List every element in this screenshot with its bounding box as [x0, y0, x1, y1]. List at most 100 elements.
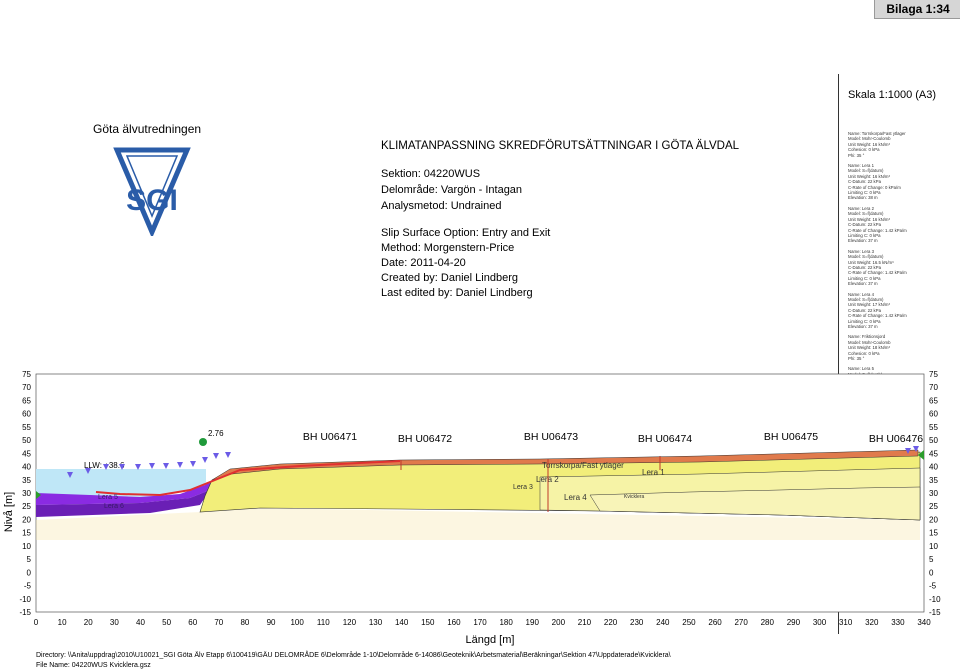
layer-label-lera4: Lera 4: [564, 493, 587, 502]
y-tick-label: -5: [929, 582, 937, 591]
x-tick-label: 280: [761, 618, 775, 627]
layer-label-lera1: Lera 1: [642, 468, 665, 477]
y-tick-label: 30: [22, 489, 31, 498]
directory-path: Directory: \\Anita\uppdrag\2010\U10021_S…: [36, 652, 671, 659]
material-line: Limiting C: 0 kPa: [848, 190, 881, 196]
created-by-label: Created by: Daniel Lindberg: [381, 272, 518, 284]
y-tick-label: 15: [22, 529, 31, 538]
y-tick-label: 50: [22, 436, 31, 445]
x-tick-label: 140: [395, 618, 409, 627]
slip-arrow: [913, 446, 919, 452]
material-line: Name: Lera 2: [848, 205, 875, 211]
material-line: Name: Lera 4: [848, 291, 875, 297]
layer-label-lera6: Lera 6: [104, 503, 124, 510]
slip-arrow: [213, 453, 219, 459]
y-tick-label: 45: [22, 449, 31, 458]
x-tick-label: 130: [369, 618, 383, 627]
x-tick-label: 10: [58, 618, 67, 627]
right-boundary-marker: [918, 450, 924, 460]
critical-slip-center: [199, 438, 207, 446]
report-title: KLIMATANPASSNING SKREDFÖRUTSÄTTNINGAR I …: [381, 140, 740, 152]
y-tick-label: 55: [22, 423, 31, 432]
material-line: C-Rate of Change: 0 kPa/m: [848, 184, 901, 190]
material-line: Phi: 35 °: [848, 356, 865, 362]
material-line: Elevation: 38 m: [848, 195, 878, 201]
material-line: Unit Weight: 18 kN/m³: [848, 345, 890, 351]
material-block: Name: Torrskorpa/Fast ytlager Model: Mohr…: [848, 131, 958, 158]
x-tick-label: 230: [630, 618, 644, 627]
y-tick-label: 0: [27, 568, 32, 577]
section-label: Sektion: 04220WUS: [381, 168, 481, 180]
material-line: C-Rate of Change: 1.42 kPa/m: [848, 270, 907, 276]
x-tick-label: 290: [787, 618, 801, 627]
y-tick-label: 20: [929, 515, 938, 524]
material-line: C-Rate of Change: 1.42 kPa/m: [848, 313, 907, 319]
material-line: Elevation: 37 m: [848, 281, 878, 287]
y-tick-label: 60: [22, 410, 31, 419]
material-line: C-Datum: 22 kPa: [848, 179, 881, 185]
borehole-label: BH U06474: [638, 433, 692, 445]
appendix-badge: Bilaga 1:34: [874, 0, 960, 19]
x-tick-label: 330: [891, 618, 905, 627]
slip-arrow: [177, 462, 183, 468]
borehole-label: BH U06475: [764, 431, 818, 443]
x-tick-label: 100: [290, 618, 304, 627]
date-label: Date: 2011-04-20: [381, 257, 466, 269]
x-tick-label: 340: [917, 618, 931, 627]
slip-option-label: Slip Surface Option: Entry and Exit: [381, 227, 551, 239]
borehole-markers: BH U06471 BH U06472 BH U06473 BH U06474 BH U…: [303, 431, 923, 512]
y-tick-label: 10: [929, 542, 938, 551]
material-line: Unit Weight: 17 kN/m³: [848, 302, 890, 308]
x-tick-label: 30: [110, 618, 119, 627]
subarea-label: Delområde: Vargön - Intagan: [381, 184, 523, 196]
y-tick-label: 10: [22, 542, 31, 551]
x-tick-label: 190: [526, 618, 540, 627]
y-tick-label: 35: [929, 476, 938, 485]
y-tick-label: -10: [19, 595, 31, 604]
factor-of-safety: 2.76: [208, 429, 224, 438]
y-tick-label: 15: [929, 529, 938, 538]
slip-arrow: [905, 448, 911, 454]
y-tick-label: 45: [929, 449, 938, 458]
sgi-logo: SGI: [113, 147, 191, 236]
x-tick-label: 310: [839, 618, 853, 627]
material-block: Name: Lera 3 Model: S=f(datum) Unit Weight…: [848, 249, 958, 287]
divider-line: [838, 74, 839, 634]
material-line: Name: Friktionsjord: [848, 334, 886, 340]
material-line: Cohesion: 0 kPa: [848, 350, 880, 356]
material-line: Elevation: 37 m: [848, 324, 878, 329]
x-tick-label: 320: [865, 618, 879, 627]
material-line: Limiting C: 0 kPa: [848, 275, 881, 281]
layer-label-lera3: Lera 3: [513, 484, 533, 491]
slip-surface: [95, 460, 401, 497]
y-tick-label: 50: [929, 436, 938, 445]
material-line: Model: Mohr-Coulomb: [848, 136, 891, 142]
dry-crust-layer: [211, 449, 919, 481]
layer-label-lera5: Lera 5: [98, 494, 118, 501]
x-tick-label: 40: [136, 618, 145, 627]
material-line: Limiting C: 0 kPa: [848, 318, 881, 324]
x-tick-label: 60: [188, 618, 197, 627]
y-tick-label: -15: [19, 608, 31, 617]
borehole-label: BH U06473: [524, 431, 578, 443]
slip-arrow: [119, 464, 125, 470]
slip-arrow: [163, 463, 169, 469]
x-tick-label: 20: [84, 618, 93, 627]
x-tick-label: 90: [267, 618, 276, 627]
y-tick-label: 75: [22, 370, 31, 379]
y-tick-label: 35: [22, 476, 31, 485]
x-tick-label: 150: [421, 618, 435, 627]
x-axis-label: Längd [m]: [466, 634, 515, 646]
material-line: Name: Lera 3: [848, 248, 875, 254]
slip-arrow: [67, 472, 73, 478]
material-block: Name: Lera 4 Model: S=f(datum) Unit Weight…: [848, 292, 958, 330]
y-tick-label: -15: [929, 608, 941, 617]
y-tick-label: 65: [929, 396, 938, 405]
material-line: Unit Weight: 16 kN/m³: [848, 173, 890, 179]
y-tick-label: 55: [929, 423, 938, 432]
y-tick-label: 70: [929, 383, 938, 392]
material-line: C-Datum: 22 kPa: [848, 264, 881, 270]
x-tick-label: 80: [240, 618, 249, 627]
material-line: Unit Weight: 16 kN/m³: [848, 216, 890, 222]
